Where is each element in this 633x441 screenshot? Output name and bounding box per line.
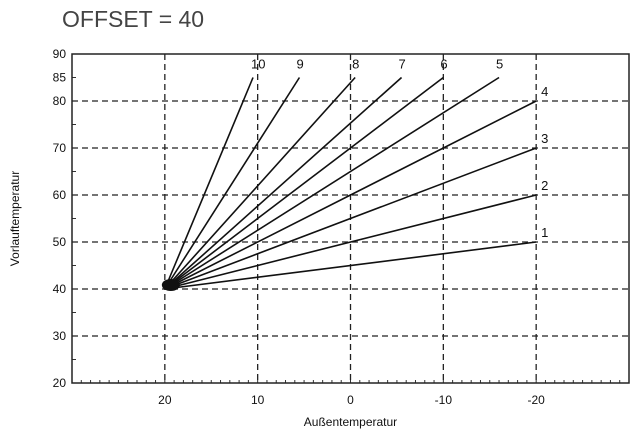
x-tick-label: -20: [527, 393, 545, 407]
y-tick-label: 30: [53, 329, 67, 343]
series-label: 1: [541, 225, 548, 240]
series-line: [164, 76, 444, 290]
plot-frame: [71, 53, 630, 384]
series-label: 8: [352, 57, 359, 72]
y-tick-label: 90: [53, 47, 67, 61]
y-tick-label: 70: [53, 141, 67, 155]
x-tick-label: 0: [347, 393, 354, 407]
y-tick-label: 60: [53, 188, 67, 202]
y-tick-label: 85: [53, 71, 67, 85]
series-line: [164, 100, 537, 290]
x-axis-label: Außentemperatur: [304, 415, 397, 429]
series-label: 7: [399, 57, 406, 72]
y-tick-label: 20: [53, 376, 67, 390]
x-tick-label: -10: [435, 393, 453, 407]
series-label: 3: [541, 131, 548, 146]
series-line: [164, 77, 254, 290]
series-line: [164, 76, 403, 290]
y-tick-label: 80: [53, 94, 67, 108]
convergence-point: [161, 279, 180, 291]
series-label: 5: [496, 57, 503, 72]
x-tick-label: 10: [251, 393, 265, 407]
series-label: 6: [440, 57, 447, 72]
y-tick-label: 50: [53, 235, 67, 249]
series-label: 10: [251, 57, 265, 72]
series-label: 4: [541, 84, 548, 99]
series-line: [164, 77, 301, 290]
y-axis-label: Vorlauftemperatur: [8, 171, 22, 266]
series-line: [164, 76, 500, 290]
series-line: [164, 241, 537, 290]
y-tick-label: 40: [53, 282, 67, 296]
x-tick-label: 20: [158, 393, 172, 407]
series-label: 9: [296, 57, 303, 72]
chart-title: OFFSET = 40: [62, 6, 205, 32]
series-label: 2: [541, 178, 548, 193]
series-line: [164, 147, 537, 290]
series-line: [164, 76, 356, 290]
series-line: [164, 194, 537, 290]
